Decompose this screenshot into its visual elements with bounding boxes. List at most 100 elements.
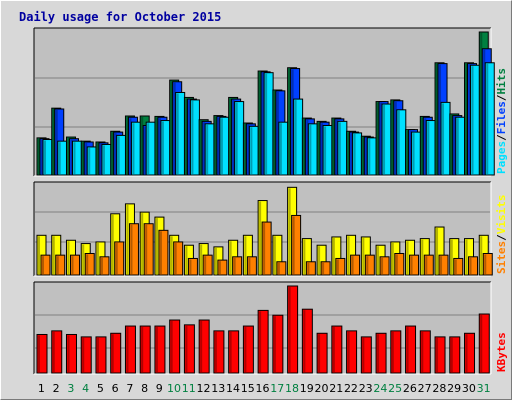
bar-pages-day-27 xyxy=(425,120,436,176)
bar-pages-day-18 xyxy=(293,98,304,176)
x-tick-label-day-21: 21 xyxy=(329,382,343,395)
x-tick-label-day-31: 31 xyxy=(477,382,491,395)
x-tick-label-day-19: 19 xyxy=(300,382,314,395)
bar-pages-day-7 xyxy=(130,121,141,176)
bar-kbytes-day-24 xyxy=(375,332,387,374)
bar-sites-day-20 xyxy=(320,261,331,276)
x-tick-label-day-24: 24 xyxy=(373,382,387,395)
bar-kbytes-day-10 xyxy=(169,319,181,374)
x-tick-label-day-4: 4 xyxy=(82,382,89,395)
bar-pages-day-24 xyxy=(381,103,392,176)
bar-pages-day-5 xyxy=(101,143,112,176)
x-tick-label-day-23: 23 xyxy=(359,382,373,395)
bar-kbytes-day-20 xyxy=(316,332,328,374)
bar-sites-day-3 xyxy=(69,254,80,276)
legend-entry: Hits xyxy=(495,68,508,95)
x-tick-label-day-22: 22 xyxy=(344,382,358,395)
bar-sites-day-8 xyxy=(143,223,154,276)
bar-sites-day-24 xyxy=(379,256,390,276)
x-tick-label-day-7: 7 xyxy=(126,382,133,395)
bar-sites-day-2 xyxy=(55,254,66,276)
bar-pages-day-26 xyxy=(411,131,422,176)
bar-sites-day-10 xyxy=(173,241,184,276)
bar-kbytes-day-27 xyxy=(419,330,431,374)
bar-sites-day-30 xyxy=(468,256,479,276)
legend-entry: Files xyxy=(495,101,508,134)
x-tick-label-day-3: 3 xyxy=(67,382,74,395)
bar-pages-day-15 xyxy=(248,125,259,176)
bar-sites-day-13 xyxy=(217,259,228,276)
bar-kbytes-day-2 xyxy=(51,330,63,374)
bar-sites-day-11 xyxy=(187,257,198,276)
bar-sites-day-28 xyxy=(438,254,449,276)
x-tick-label-day-26: 26 xyxy=(403,382,417,395)
bar-sites-day-29 xyxy=(453,257,464,276)
x-tick-label-day-5: 5 xyxy=(97,382,104,395)
bar-kbytes-day-12 xyxy=(198,319,210,374)
bar-kbytes-day-5 xyxy=(95,336,107,374)
bar-sites-day-15 xyxy=(246,256,257,276)
bar-kbytes-day-9 xyxy=(154,325,166,374)
bar-sites-day-12 xyxy=(202,254,213,276)
x-tick-label-day-13: 13 xyxy=(211,382,225,395)
bar-kbytes-day-16 xyxy=(257,309,269,374)
bar-pages-day-17 xyxy=(278,121,289,176)
bar-kbytes-day-26 xyxy=(405,325,417,374)
legend-entry: / xyxy=(495,234,508,241)
x-tick-label-day-18: 18 xyxy=(285,382,299,395)
bar-pages-day-21 xyxy=(337,120,348,176)
bar-sites-day-27 xyxy=(423,254,434,276)
bar-kbytes-day-22 xyxy=(346,330,358,374)
bar-kbytes-day-14 xyxy=(228,330,240,374)
x-tick-label-day-27: 27 xyxy=(418,382,432,395)
bar-kbytes-day-29 xyxy=(449,336,461,374)
bar-sites-day-25 xyxy=(394,252,405,276)
bar-kbytes-day-30 xyxy=(464,332,476,374)
bar-sites-day-17 xyxy=(276,261,287,276)
bar-pages-day-29 xyxy=(455,116,466,176)
legend-entry: Visits xyxy=(495,195,508,235)
bar-sites-day-26 xyxy=(409,254,420,276)
x-tick-label-day-1: 1 xyxy=(38,382,45,395)
x-tick-label-day-16: 16 xyxy=(256,382,270,395)
bar-sites-day-9 xyxy=(158,229,169,276)
bar-pages-day-8 xyxy=(145,121,156,176)
x-tick-label-day-25: 25 xyxy=(388,382,402,395)
bar-pages-day-2 xyxy=(57,140,68,176)
bar-kbytes-day-7 xyxy=(124,325,136,374)
bar-pages-day-30 xyxy=(470,64,481,176)
bar-kbytes-day-21 xyxy=(331,325,343,374)
x-tick-label-day-12: 12 xyxy=(197,382,211,395)
bar-sites-day-1 xyxy=(40,254,51,276)
bar-pages-day-22 xyxy=(352,132,363,176)
x-tick-label-day-8: 8 xyxy=(141,382,148,395)
bar-kbytes-day-23 xyxy=(360,336,372,374)
x-tick-label-day-9: 9 xyxy=(156,382,163,395)
legend-entry: KBytes xyxy=(495,332,508,372)
x-tick-label-day-30: 30 xyxy=(462,382,476,395)
bar-kbytes-day-11 xyxy=(183,324,195,374)
bar-kbytes-day-3 xyxy=(65,333,77,374)
bar-pages-day-3 xyxy=(71,140,82,176)
bar-pages-day-6 xyxy=(116,134,127,176)
bar-kbytes-day-19 xyxy=(301,308,313,374)
bar-sites-day-6 xyxy=(114,241,125,276)
bar-kbytes-day-15 xyxy=(242,325,254,374)
bar-kbytes-day-13 xyxy=(213,330,225,374)
bar-pages-day-20 xyxy=(322,124,333,176)
legend-entry: Sites xyxy=(495,241,508,274)
bar-kbytes-day-1 xyxy=(36,333,48,374)
bar-kbytes-day-8 xyxy=(139,325,151,374)
bar-pages-day-28 xyxy=(440,101,451,176)
bar-pages-day-9 xyxy=(160,120,171,176)
bar-pages-day-1 xyxy=(42,139,53,176)
x-tick-label-day-14: 14 xyxy=(226,382,240,395)
x-tick-label-day-20: 20 xyxy=(314,382,328,395)
x-tick-label-day-6: 6 xyxy=(112,382,119,395)
bar-pages-day-11 xyxy=(189,99,200,176)
x-tick-label-day-29: 29 xyxy=(447,382,461,395)
bar-kbytes-day-6 xyxy=(110,332,122,374)
bar-pages-day-4 xyxy=(86,146,97,176)
bar-kbytes-day-28 xyxy=(434,336,446,374)
